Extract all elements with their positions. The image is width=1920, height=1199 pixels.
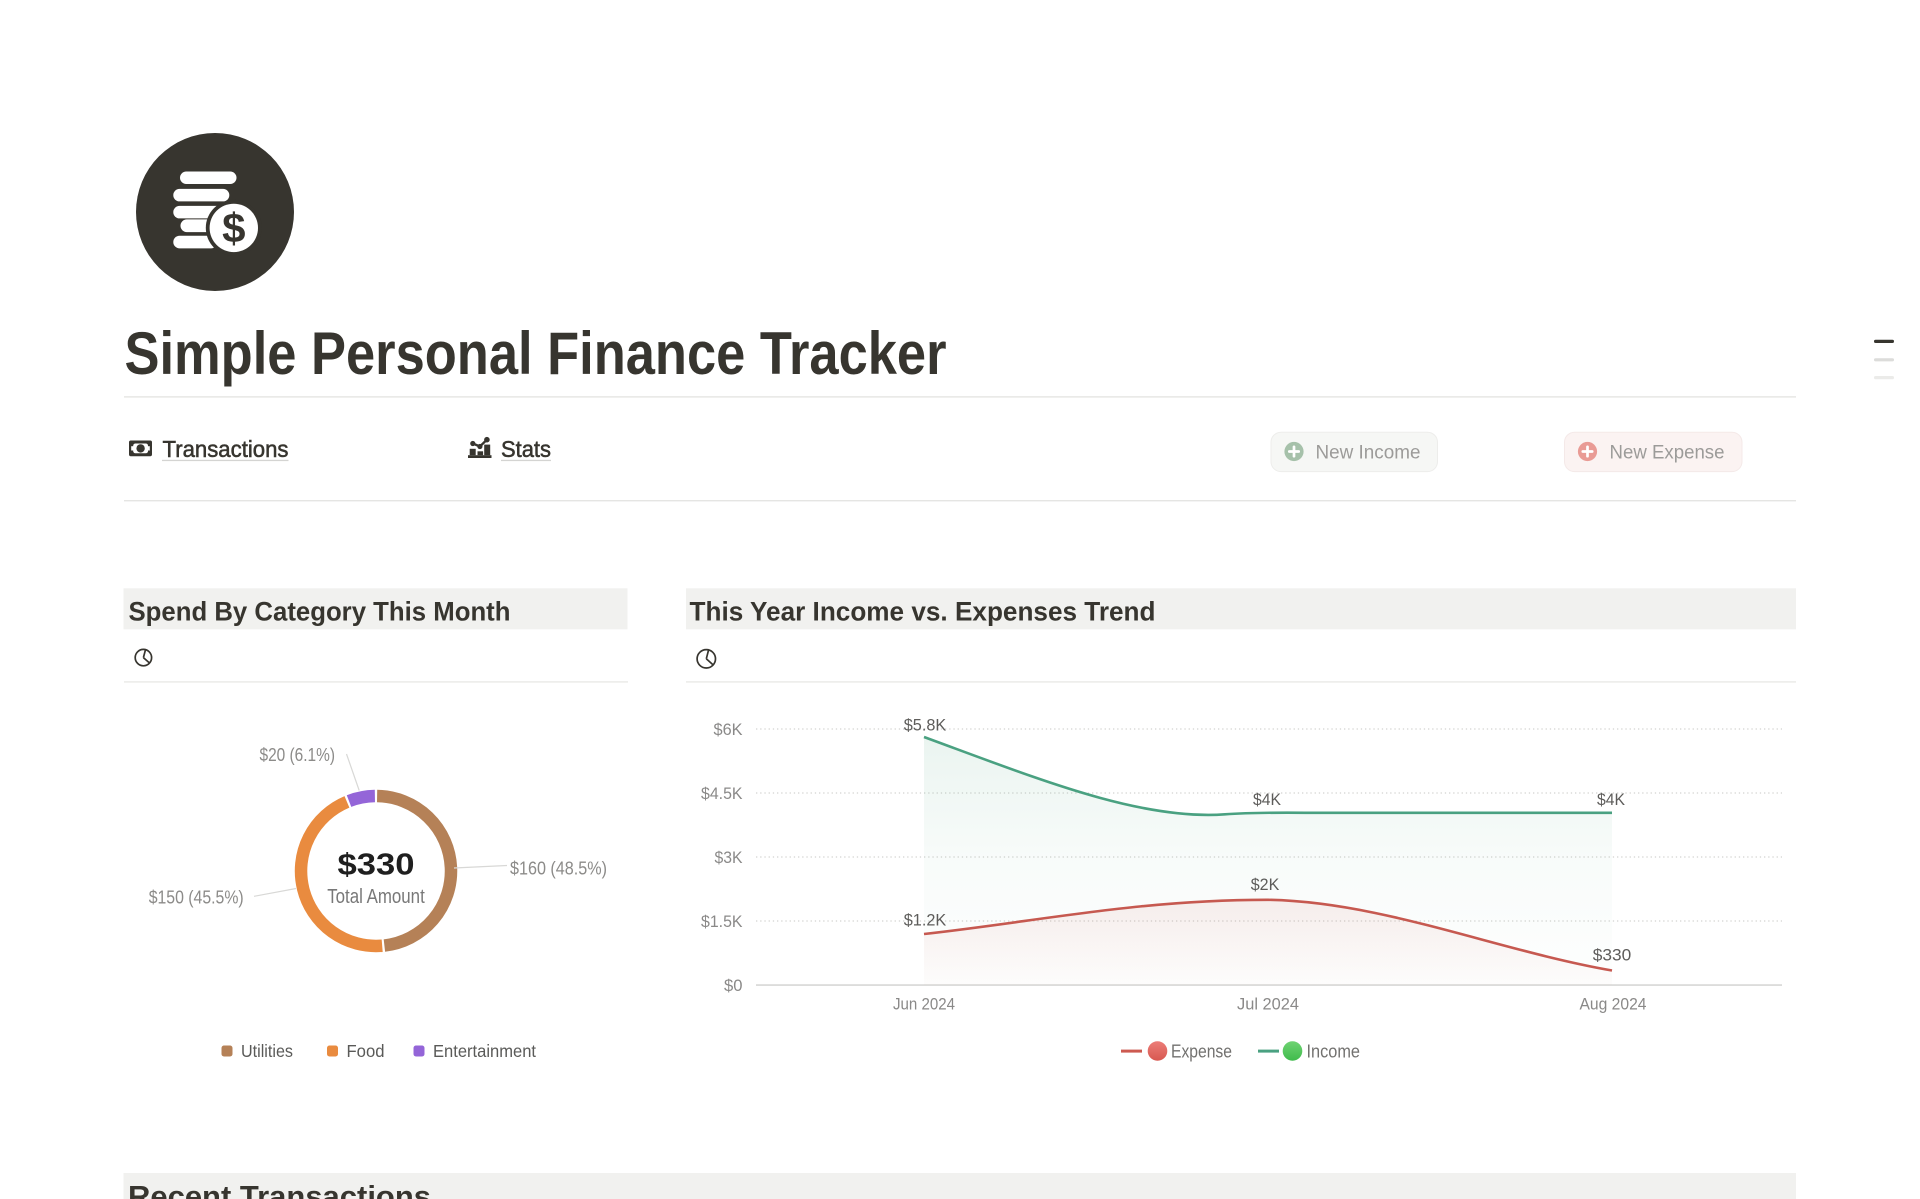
svg-text:$6K: $6K <box>714 720 744 739</box>
svg-text:$4K: $4K <box>1253 790 1282 809</box>
svg-text:$1.5K: $1.5K <box>701 912 743 931</box>
svg-text:$3K: $3K <box>715 848 744 867</box>
svg-text:Transactions: Transactions <box>163 436 289 462</box>
svg-text:Spend By Category This Month: Spend By Category This Month <box>129 597 511 627</box>
svg-text:Jun 2024: Jun 2024 <box>893 995 955 1014</box>
svg-text:Aug 2024: Aug 2024 <box>1580 995 1647 1014</box>
svg-text:$20 (6.1%): $20 (6.1%) <box>260 744 336 765</box>
svg-text:$2K: $2K <box>1251 875 1280 894</box>
svg-text:$160 (48.5%): $160 (48.5%) <box>510 858 607 879</box>
svg-text:Total Amount: Total Amount <box>327 886 425 908</box>
svg-text:Recent Transactions: Recent Transactions <box>128 1181 431 1199</box>
svg-text:$: $ <box>222 205 245 252</box>
svg-text:Simple Personal Finance Tracke: Simple Personal Finance Tracker <box>125 320 947 387</box>
svg-text:This Year Income vs. Expenses: This Year Income vs. Expenses Trend <box>690 597 1156 627</box>
svg-text:Expense: Expense <box>1171 1042 1232 1062</box>
svg-text:Utilities: Utilities <box>241 1041 293 1061</box>
svg-text:Income: Income <box>1307 1042 1361 1062</box>
svg-text:$1.2K: $1.2K <box>904 911 947 930</box>
svg-text:$330: $330 <box>338 847 415 881</box>
svg-text:New Expense: New Expense <box>1610 442 1725 463</box>
svg-text:Entertainment: Entertainment <box>433 1041 536 1061</box>
svg-text:Stats: Stats <box>501 436 551 462</box>
svg-text:$330: $330 <box>1593 945 1632 964</box>
svg-text:$4K: $4K <box>1597 790 1626 809</box>
svg-text:$4.5K: $4.5K <box>701 784 743 803</box>
svg-text:$0: $0 <box>724 976 743 995</box>
svg-text:$150 (45.5%): $150 (45.5%) <box>149 887 244 908</box>
svg-text:$5.8K: $5.8K <box>904 716 947 735</box>
svg-text:Food: Food <box>347 1041 385 1061</box>
svg-text:Jul 2024: Jul 2024 <box>1237 995 1299 1014</box>
svg-text:New Income: New Income <box>1316 442 1421 463</box>
